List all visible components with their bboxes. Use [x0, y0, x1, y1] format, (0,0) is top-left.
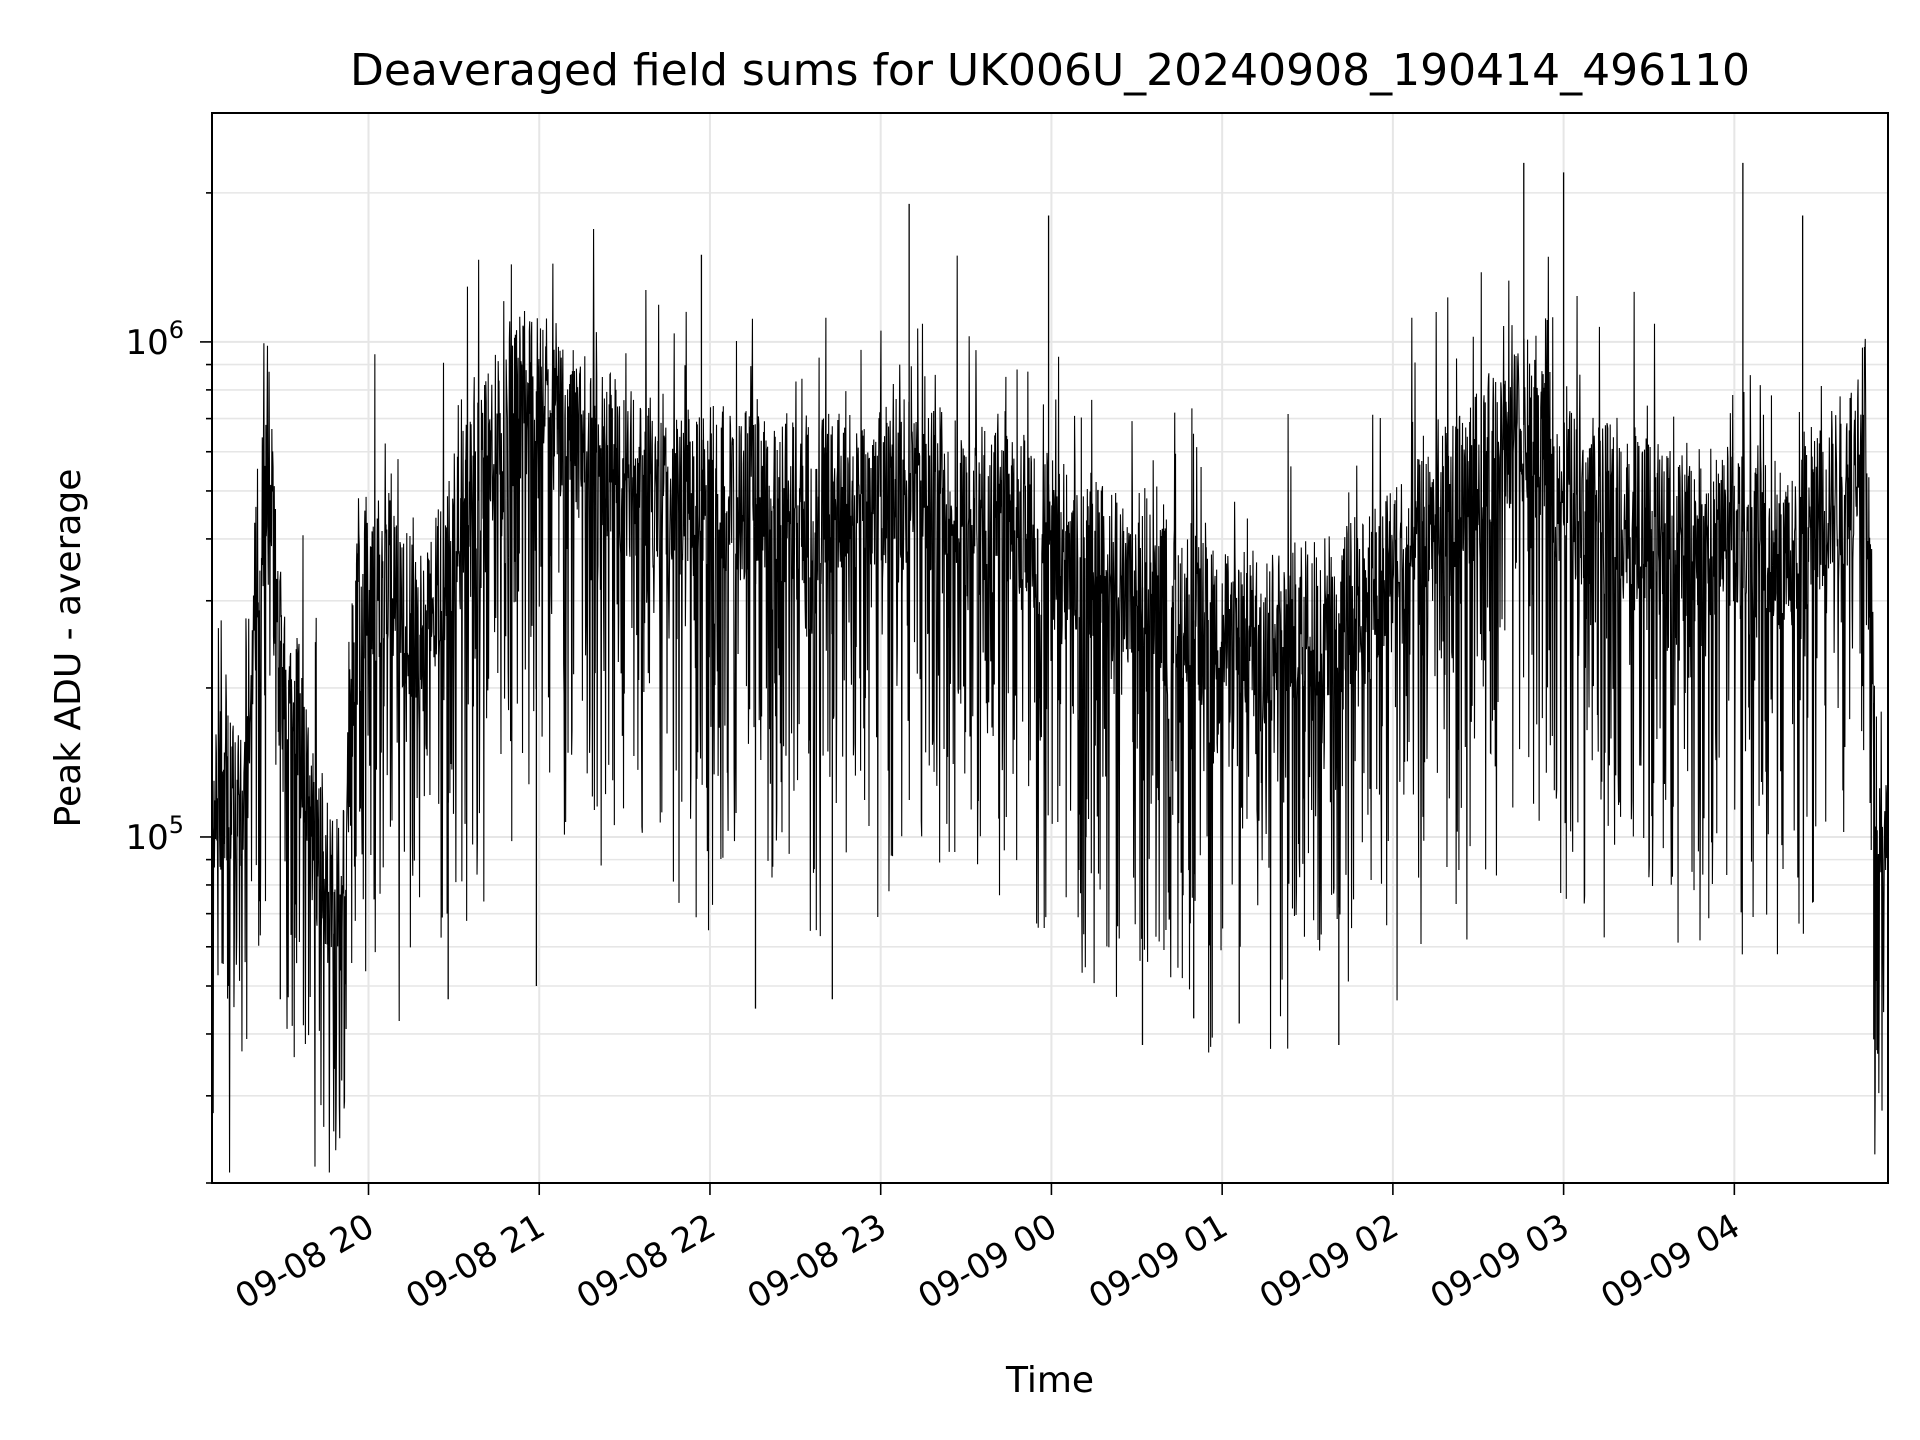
y-axis-label: Peak ADU - average [48, 469, 89, 828]
chart-title: Deaveraged field sums for UK006U_2024090… [350, 45, 1750, 96]
y-tick-label: 106 [125, 316, 184, 363]
series-line [211, 162, 1889, 1173]
x-axis-label: Time [1005, 1360, 1094, 1401]
y-tick-label: 105 [125, 811, 184, 858]
plot-frame [211, 112, 1889, 1184]
series-path [211, 229, 1889, 1173]
